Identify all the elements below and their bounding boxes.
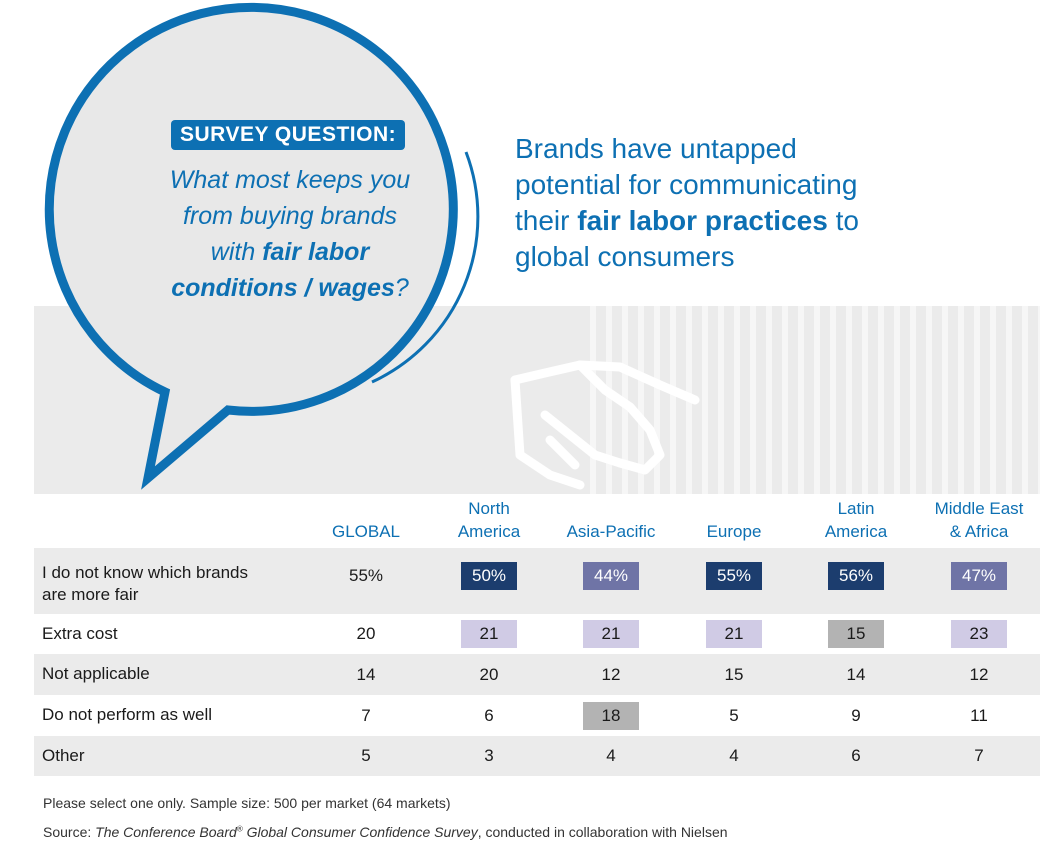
table-cell: 9 [851, 705, 861, 725]
table-cell: 50% [461, 562, 517, 590]
table-cell: 44% [583, 562, 639, 590]
column-header-1: North America [424, 497, 554, 543]
column-header-line2: & Africa [949, 522, 1009, 541]
column-header-0: GLOBAL [301, 497, 431, 543]
table-cell: 3 [484, 746, 494, 765]
column-header-line2: America [824, 522, 888, 541]
headline-line-2: potential for communicating [515, 169, 858, 200]
source-note: Source: The Conference Board® Global Con… [43, 824, 728, 840]
row-label-line1: Not applicable [42, 664, 150, 683]
table-cell: 5 [729, 705, 739, 725]
question-line-3: with fair labor [210, 238, 370, 266]
column-header-line1: North [468, 499, 510, 518]
row-label-line1: Do not perform as well [42, 705, 213, 724]
column-header-line1: Latin [837, 499, 875, 518]
row-label-line1: I do not know which brands [42, 563, 249, 582]
column-header-line2: GLOBAL [331, 522, 401, 541]
table-cell: 56% [828, 562, 884, 590]
column-header-line1 [669, 497, 799, 520]
column-header-4: Latin America [791, 497, 921, 543]
table-cell: 4 [606, 746, 616, 765]
column-header-line1: Middle East [934, 499, 1024, 518]
row-label: Other [42, 745, 85, 767]
table-cell: 5 [361, 746, 371, 765]
column-header-line1 [301, 497, 431, 520]
table-cell: 15 [724, 664, 744, 684]
table-row [34, 695, 1040, 736]
row-label: Do not perform as well [42, 704, 212, 726]
column-header-line2: America [457, 522, 521, 541]
sample-note: Please select one only. Sample size: 500… [43, 795, 451, 811]
table-cell: 12 [601, 664, 621, 684]
column-header-line2: Asia-Pacific [566, 522, 656, 541]
table-cell: 6 [851, 746, 861, 765]
column-header-5: Middle East & Africa [914, 497, 1044, 543]
headline-line-3: their fair labor practices to [515, 205, 859, 236]
table-row [34, 654, 1040, 695]
column-header-line1 [546, 497, 676, 520]
table-cell: 55% [348, 566, 384, 585]
question-line-2: from buying brands [182, 202, 397, 230]
column-header-line2: Europe [706, 522, 762, 541]
table-cell: 7 [361, 705, 371, 725]
table-cell: 7 [974, 746, 984, 765]
table-cell: 18 [583, 701, 639, 730]
table-cell: 23 [951, 620, 1007, 648]
bubble-inner-arc [371, 151, 480, 384]
table-cell: 14 [356, 664, 376, 684]
survey-question-label: SURVEY QUESTION: [171, 120, 406, 150]
row-label: Extra cost [42, 623, 118, 645]
table-cell: 14 [846, 664, 866, 684]
table-cell: 55% [706, 562, 762, 590]
table-cell: 21 [461, 620, 517, 648]
table-cell: 11 [970, 705, 988, 725]
headline-line-4: global consumers [515, 241, 735, 272]
table-cell: 20 [479, 664, 499, 684]
table-cell: 21 [583, 620, 639, 648]
headline-line-1: Brands have untapped [515, 133, 797, 164]
table-cell: 12 [969, 664, 989, 684]
table-cell: 6 [484, 705, 494, 725]
question-line-1: What most keeps you [169, 166, 411, 194]
table-cell: 20 [356, 624, 376, 643]
table-cell: 4 [729, 746, 739, 765]
column-header-3: Europe [669, 497, 799, 543]
table-row [34, 614, 1040, 654]
row-label-line1: Other [42, 746, 85, 765]
column-header-2: Asia-Pacific [546, 497, 676, 543]
table-cell: 21 [706, 620, 762, 648]
table-cell: 15 [828, 620, 884, 648]
row-label: I do not know which brands are more fair [42, 562, 248, 606]
row-label: Not applicable [42, 663, 150, 685]
row-label-line2: are more fair [42, 585, 139, 604]
table-cell: 47% [951, 562, 1007, 590]
question-line-4: conditions / wages? [171, 274, 409, 302]
handshake-icon [510, 360, 700, 490]
table-row [34, 736, 1040, 776]
row-label-line1: Extra cost [42, 624, 118, 643]
